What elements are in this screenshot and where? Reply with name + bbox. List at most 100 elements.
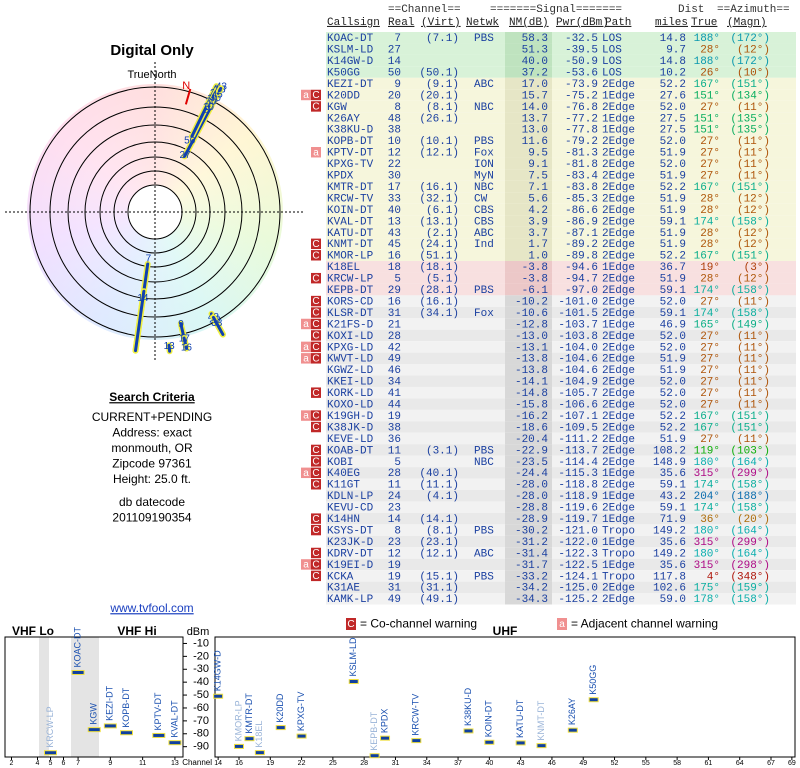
cell-callsign: K38JK-D	[327, 422, 374, 434]
nm-cell-background	[505, 169, 552, 181]
cell-netwk: PBS	[474, 285, 494, 297]
cell-callsign: KDLN-LP	[327, 491, 374, 503]
cell-dist: 52.0	[660, 136, 686, 148]
bar-label: K26AY	[567, 698, 577, 725]
cell-pwr: -81.8	[565, 159, 598, 171]
row-background	[326, 421, 796, 433]
cell-nm: -31.4	[515, 548, 548, 560]
polar-channel-label: 14	[137, 293, 149, 304]
cell-path: 2Edge	[602, 354, 635, 366]
cell-virt: (26.1)	[419, 113, 459, 125]
warning-letter: a	[303, 319, 309, 330]
cell-pwr: -104.6	[558, 354, 598, 366]
cell-dist: 36.7	[660, 262, 686, 274]
cell-real: 28	[388, 331, 401, 343]
link[interactable]: www.tvfool.com	[109, 601, 193, 615]
row-background	[326, 43, 796, 55]
nm-cell-background	[505, 226, 552, 239]
cell-path: 2Edge	[602, 583, 635, 595]
signal-bar	[515, 740, 526, 746]
warning-letter: C	[312, 468, 319, 479]
cell-virt: (20.1)	[419, 90, 459, 102]
cell-callsign: KEPB-DT	[327, 285, 374, 297]
cell-pwr: -104.6	[558, 365, 598, 377]
warning-letter: C	[312, 571, 319, 582]
cell-az-true: 19°	[700, 262, 720, 274]
cell-az-magn: (11°)	[737, 331, 770, 343]
cell-callsign: K26AY	[327, 113, 360, 125]
cell-az-true: 151°	[694, 125, 720, 137]
warning-badge	[311, 559, 321, 570]
cell-path: 2Edge	[602, 457, 635, 469]
row-background	[326, 341, 796, 353]
row-background	[326, 547, 796, 559]
row-background	[326, 215, 796, 227]
cell-pwr: -125.0	[558, 583, 598, 595]
cell-path: 2Edge	[602, 136, 635, 148]
cell-netwk: CBS	[474, 205, 494, 217]
cell-virt: (40.1)	[419, 468, 459, 480]
signal-bar	[296, 733, 307, 739]
cell-az-true: 27°	[700, 331, 720, 343]
polar-channel-label: 50	[184, 135, 196, 146]
cell-nm: -16.2	[515, 411, 548, 423]
cell-callsign: KORS-CD	[327, 296, 374, 308]
cell-real: 9	[394, 79, 401, 91]
row-background	[326, 203, 796, 216]
cell-dist: 51.9	[660, 239, 686, 251]
warning-badge	[311, 330, 321, 341]
bar-label: KRCW-LP	[45, 706, 55, 747]
cell-pwr: -119.6	[558, 503, 598, 515]
cell-virt: (16.1)	[419, 296, 459, 308]
cell-virt: (50.1)	[419, 67, 459, 79]
warning-badge	[311, 387, 321, 398]
cell-pwr: -114.4	[558, 457, 598, 469]
cell-path: Tropo	[602, 548, 635, 560]
row-background	[326, 455, 796, 468]
cell-netwk: PBS	[474, 525, 494, 537]
cell-nm: 58.3	[522, 33, 548, 45]
cell-real: 19	[388, 411, 401, 423]
cell-dist: 14.8	[660, 33, 686, 45]
row-background	[326, 192, 796, 204]
cell-dist: 59.1	[660, 308, 687, 320]
bar-label: K38KU-D	[463, 687, 473, 726]
cell-pwr: -101.0	[558, 296, 598, 308]
bar-label: KVAL-DT	[169, 700, 179, 738]
signal-bar	[369, 753, 380, 759]
cell-callsign: KPDX	[327, 171, 354, 183]
warning-badge	[311, 238, 321, 250]
cell-virt: (14.1)	[419, 514, 459, 526]
cell-real: 11	[388, 445, 402, 457]
cell-real: 50	[388, 67, 401, 79]
cell-path: 1Edge	[602, 468, 635, 480]
cell-nm: 9.1	[528, 159, 548, 171]
cell-path: 2Edge	[602, 377, 635, 389]
cell-dist: 35.6	[660, 560, 686, 572]
cell-path: 2Edge	[602, 274, 635, 286]
cell-netwk: Fox	[474, 308, 494, 320]
cell-az-magn: (11°)	[737, 102, 770, 114]
cell-path: 2Edge	[602, 216, 635, 228]
cell-virt: (8.1)	[426, 102, 459, 114]
cell-nm: 9.5	[528, 148, 548, 160]
cell-dist: 27.6	[660, 90, 686, 102]
x-tick-label: 67	[767, 760, 775, 767]
polar-channel-label: 27	[180, 150, 192, 161]
column-header: (Magn)	[727, 17, 767, 29]
cell-virt: (49.1)	[419, 594, 459, 606]
cell-az-true: 28°	[700, 205, 720, 217]
cell-callsign: K31AE	[327, 583, 360, 595]
cell-dist: 52.0	[660, 296, 686, 308]
cell-nm: 17.0	[522, 79, 548, 91]
nm-cell-background	[505, 306, 552, 319]
cell-az-magn: (158°)	[730, 594, 770, 606]
warning-badge	[301, 467, 311, 479]
cell-dist: 35.6	[660, 468, 686, 480]
cell-nm: -12.8	[515, 319, 548, 331]
cell-path: Tropo	[602, 525, 635, 537]
nm-cell-background	[505, 77, 552, 90]
cell-virt: (18.1)	[419, 262, 459, 274]
cell-dist: 52.0	[660, 400, 686, 412]
row-background	[326, 249, 796, 261]
